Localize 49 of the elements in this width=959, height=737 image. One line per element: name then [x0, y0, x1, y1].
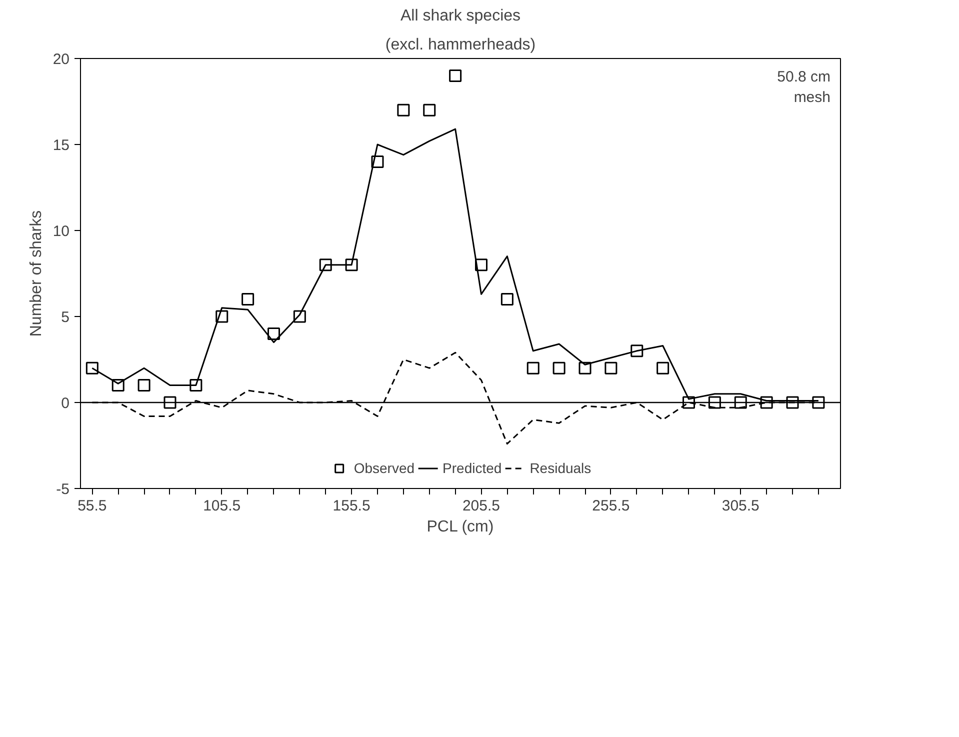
x-tick-label: 105.5: [203, 498, 241, 514]
point: [112, 379, 124, 392]
point: [397, 104, 410, 116]
point: [138, 379, 150, 392]
legend-label: Observed: [354, 460, 415, 476]
legend-label: Residuals: [530, 460, 592, 476]
point: [242, 293, 254, 306]
y-tick-label: 10: [52, 223, 70, 240]
x-axis-title: PCL (cm): [426, 518, 494, 536]
annotation: 50.8 cm mesh: [777, 68, 831, 106]
y-axis-title: Number of sharks: [28, 210, 45, 337]
point: [630, 344, 644, 358]
point: [656, 362, 670, 374]
point: [760, 396, 773, 409]
point: [345, 258, 358, 272]
y-tick-label: 20: [52, 51, 70, 68]
point: [475, 258, 488, 272]
point: [786, 396, 799, 409]
x-tick-label: 305.5: [722, 498, 760, 514]
point: [216, 310, 228, 323]
point: [267, 327, 280, 340]
point: [190, 379, 202, 392]
point: [319, 258, 332, 272]
point: [526, 362, 540, 374]
x-tick-label: 255.5: [592, 498, 630, 514]
point: [371, 155, 384, 168]
chart-subtitle: (excl. hammerheads): [385, 36, 536, 54]
point: [293, 310, 306, 323]
x-tick-label: 55.5: [78, 498, 107, 514]
point: [552, 362, 566, 374]
x-tick-label: 155.5: [332, 498, 370, 514]
legend-label: Predicted: [442, 460, 502, 476]
x-tick-label: 205.5: [462, 498, 500, 514]
point: [423, 104, 436, 116]
point: [164, 396, 176, 409]
point: [578, 362, 592, 374]
point: [449, 69, 462, 82]
point: [734, 396, 747, 409]
point: [604, 362, 618, 374]
point: [812, 396, 825, 409]
y-tick-label: 0: [61, 395, 70, 412]
y-tick-label: -5: [56, 481, 70, 498]
point: [500, 293, 514, 306]
point: [682, 396, 696, 409]
chart-title: All shark species: [400, 8, 521, 24]
y-tick-label: 5: [61, 309, 70, 326]
y-tick-label: 15: [52, 137, 70, 154]
point: [86, 362, 98, 374]
point: [708, 396, 721, 409]
